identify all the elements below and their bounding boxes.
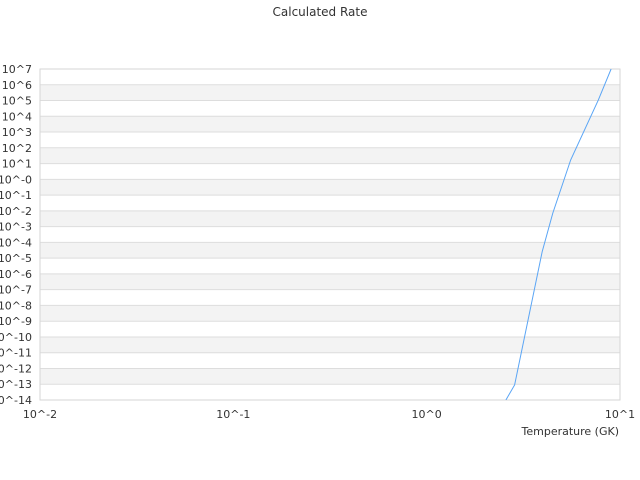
y-tick-label: 10^7 — [2, 63, 32, 76]
chart-title: Calculated Rate — [273, 5, 368, 19]
grid-band — [40, 116, 620, 133]
grid-band — [40, 163, 620, 180]
grid-band — [40, 84, 620, 101]
grid-band — [40, 258, 620, 274]
y-tick-label: 10^-8 — [0, 299, 32, 312]
y-tick-label: 10^-6 — [0, 268, 32, 281]
y-tick-label: 10^-12 — [0, 362, 32, 375]
y-tick-label: 10^-10 — [0, 331, 32, 344]
y-tick-label: 10^-2 — [0, 205, 32, 218]
y-tick-label: 10^-3 — [0, 221, 32, 234]
y-tick-label: 10^3 — [2, 126, 32, 139]
y-tick-label: 10^2 — [2, 142, 32, 155]
y-tick-label: 10^-7 — [0, 284, 32, 297]
grid-band — [40, 179, 620, 196]
grid-band — [40, 321, 620, 337]
y-tick-label: 10^-4 — [0, 236, 32, 249]
grid-band — [40, 336, 620, 353]
y-tick-label: 10^-14 — [0, 394, 32, 407]
y-tick-label: 10^-5 — [0, 252, 32, 265]
plot-frame — [39, 68, 621, 401]
x-tick-label: 10^-2 — [23, 408, 57, 421]
grid-band — [40, 368, 620, 385]
grid-band — [40, 352, 620, 369]
y-tick-label: 10^-11 — [0, 347, 32, 360]
x-axis: 10^-2 10^-1 10^0 10^1 — [23, 408, 635, 421]
y-tick-label: 10^-0 — [0, 173, 32, 186]
grid-band — [40, 195, 620, 211]
grid-band — [40, 132, 620, 148]
x-tick-label: 10^1 — [605, 408, 635, 421]
series-line — [505, 69, 612, 400]
grid-band — [40, 273, 620, 290]
grid-band — [40, 289, 620, 306]
grid-band — [40, 100, 620, 117]
grid-band — [40, 147, 620, 164]
y-tick-label: 10^1 — [2, 158, 32, 171]
grid-band — [40, 242, 620, 259]
x-axis-label: Temperature (GK) — [521, 425, 620, 438]
y-tick-label: 10^-1 — [0, 189, 32, 202]
y-tick-label: 10^-13 — [0, 378, 32, 391]
grid-band — [40, 226, 620, 243]
y-tick-label: 10^-9 — [0, 315, 32, 328]
x-tick-label: 10^-1 — [216, 408, 250, 421]
y-tick-label: 10^5 — [2, 95, 32, 108]
series-group — [505, 69, 612, 400]
grid-bands — [40, 68, 620, 401]
grid-band — [40, 69, 620, 85]
y-tick-label: 10^6 — [2, 79, 32, 92]
grid-band — [40, 210, 620, 227]
y-axis: 10^7 10^6 10^5 10^4 10^3 10^2 10^1 10^-0 10^-1 10… — [0, 63, 32, 407]
y-tick-label: 10^4 — [2, 110, 32, 123]
x-tick-label: 10^0 — [412, 408, 442, 421]
grid-band — [40, 305, 620, 322]
grid-band — [40, 384, 620, 400]
